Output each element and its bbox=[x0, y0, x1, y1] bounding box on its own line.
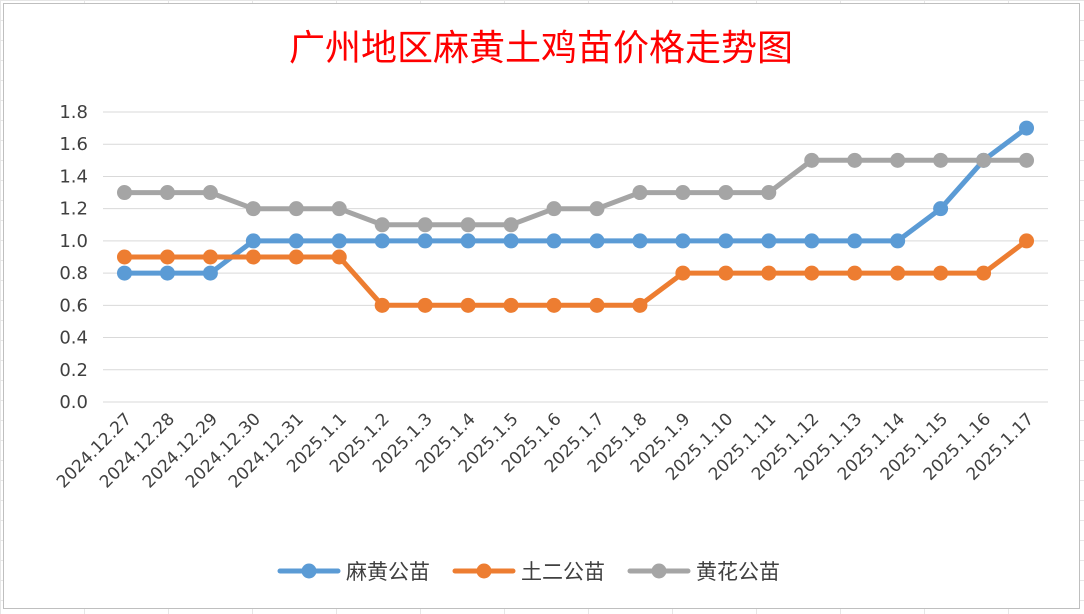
chart-title: 广州地区麻黄土鸡苗价格走势图 bbox=[289, 28, 793, 69]
data-point bbox=[761, 233, 777, 249]
data-point bbox=[761, 185, 777, 201]
y-tick-label: 1.0 bbox=[59, 231, 88, 252]
data-point bbox=[288, 233, 304, 249]
legend[interactable]: 麻黄公苗 土二公苗 黄花公苗 bbox=[277, 560, 780, 584]
y-tick-label: 0.0 bbox=[59, 392, 88, 413]
legend-item-2[interactable]: 黄花公苗 bbox=[627, 560, 780, 584]
series-line-2 bbox=[122, 157, 1029, 228]
data-point bbox=[546, 201, 562, 217]
data-point bbox=[632, 297, 648, 313]
data-point bbox=[159, 185, 175, 201]
legend-label: 黄花公苗 bbox=[696, 560, 780, 584]
data-point bbox=[890, 233, 906, 249]
data-point bbox=[718, 233, 734, 249]
y-tick-label: 0.8 bbox=[59, 263, 88, 284]
legend-swatch-marker bbox=[476, 563, 492, 579]
data-point bbox=[331, 233, 347, 249]
data-point bbox=[288, 201, 304, 217]
data-point bbox=[890, 152, 906, 168]
data-point bbox=[761, 265, 777, 281]
data-point bbox=[503, 297, 519, 313]
y-axis: 0.0 0.2 0.4 0.6 0.8 1.0 1.2 1.4 1.6 1.8 bbox=[59, 102, 88, 413]
data-point bbox=[847, 233, 863, 249]
data-point bbox=[116, 265, 132, 281]
data-point bbox=[288, 249, 304, 265]
series-line-1 bbox=[122, 238, 1029, 308]
plot-area bbox=[116, 120, 1035, 313]
data-point bbox=[417, 217, 433, 233]
data-point bbox=[632, 185, 648, 201]
data-point bbox=[589, 297, 605, 313]
data-point bbox=[675, 265, 691, 281]
data-point bbox=[331, 201, 347, 217]
data-point bbox=[202, 185, 218, 201]
legend-item-0[interactable]: 麻黄公苗 bbox=[277, 560, 430, 584]
y-tick-label: 0.6 bbox=[59, 295, 88, 316]
data-point bbox=[374, 297, 390, 313]
data-point bbox=[632, 233, 648, 249]
legend-label: 土二公苗 bbox=[521, 560, 605, 584]
data-point bbox=[417, 233, 433, 249]
data-point bbox=[589, 201, 605, 217]
data-point bbox=[374, 217, 390, 233]
data-point bbox=[718, 185, 734, 201]
data-point bbox=[933, 265, 949, 281]
data-point bbox=[460, 297, 476, 313]
data-point bbox=[245, 249, 261, 265]
legend-item-1[interactable]: 土二公苗 bbox=[452, 560, 605, 584]
data-point bbox=[503, 217, 519, 233]
data-point bbox=[976, 152, 992, 168]
data-point bbox=[1019, 152, 1035, 168]
data-point bbox=[1019, 120, 1035, 136]
data-point bbox=[718, 265, 734, 281]
data-point bbox=[331, 249, 347, 265]
data-point bbox=[804, 233, 820, 249]
data-point bbox=[116, 185, 132, 201]
data-point bbox=[116, 249, 132, 265]
data-point bbox=[159, 249, 175, 265]
data-point bbox=[202, 249, 218, 265]
data-point bbox=[546, 297, 562, 313]
data-point bbox=[546, 233, 562, 249]
data-point bbox=[417, 297, 433, 313]
legend-swatch-marker bbox=[301, 563, 317, 579]
data-point bbox=[503, 233, 519, 249]
data-point bbox=[1019, 233, 1035, 249]
data-point bbox=[460, 217, 476, 233]
data-point bbox=[202, 265, 218, 281]
data-point bbox=[847, 265, 863, 281]
data-point bbox=[804, 265, 820, 281]
legend-label: 麻黄公苗 bbox=[346, 560, 430, 584]
data-point bbox=[804, 152, 820, 168]
data-point bbox=[890, 265, 906, 281]
data-point bbox=[374, 233, 390, 249]
data-point bbox=[159, 265, 175, 281]
data-point bbox=[675, 185, 691, 201]
y-tick-label: 1.4 bbox=[59, 166, 88, 187]
data-point bbox=[976, 265, 992, 281]
data-point bbox=[847, 152, 863, 168]
y-tick-label: 1.8 bbox=[59, 102, 88, 123]
legend-swatch-marker bbox=[651, 563, 667, 579]
data-point bbox=[245, 201, 261, 217]
y-tick-label: 0.4 bbox=[59, 328, 88, 349]
y-tick-label: 1.6 bbox=[59, 134, 88, 155]
data-point bbox=[460, 233, 476, 249]
y-tick-label: 1.2 bbox=[59, 199, 88, 220]
data-point bbox=[933, 152, 949, 168]
series-line-0 bbox=[122, 125, 1029, 276]
y-tick-label: 0.2 bbox=[59, 360, 88, 381]
data-point bbox=[675, 233, 691, 249]
data-point bbox=[933, 201, 949, 217]
data-point bbox=[589, 233, 605, 249]
x-axis: 2024.12.272024.12.282024.12.292024.12.30… bbox=[53, 409, 1038, 492]
data-point bbox=[245, 233, 261, 249]
